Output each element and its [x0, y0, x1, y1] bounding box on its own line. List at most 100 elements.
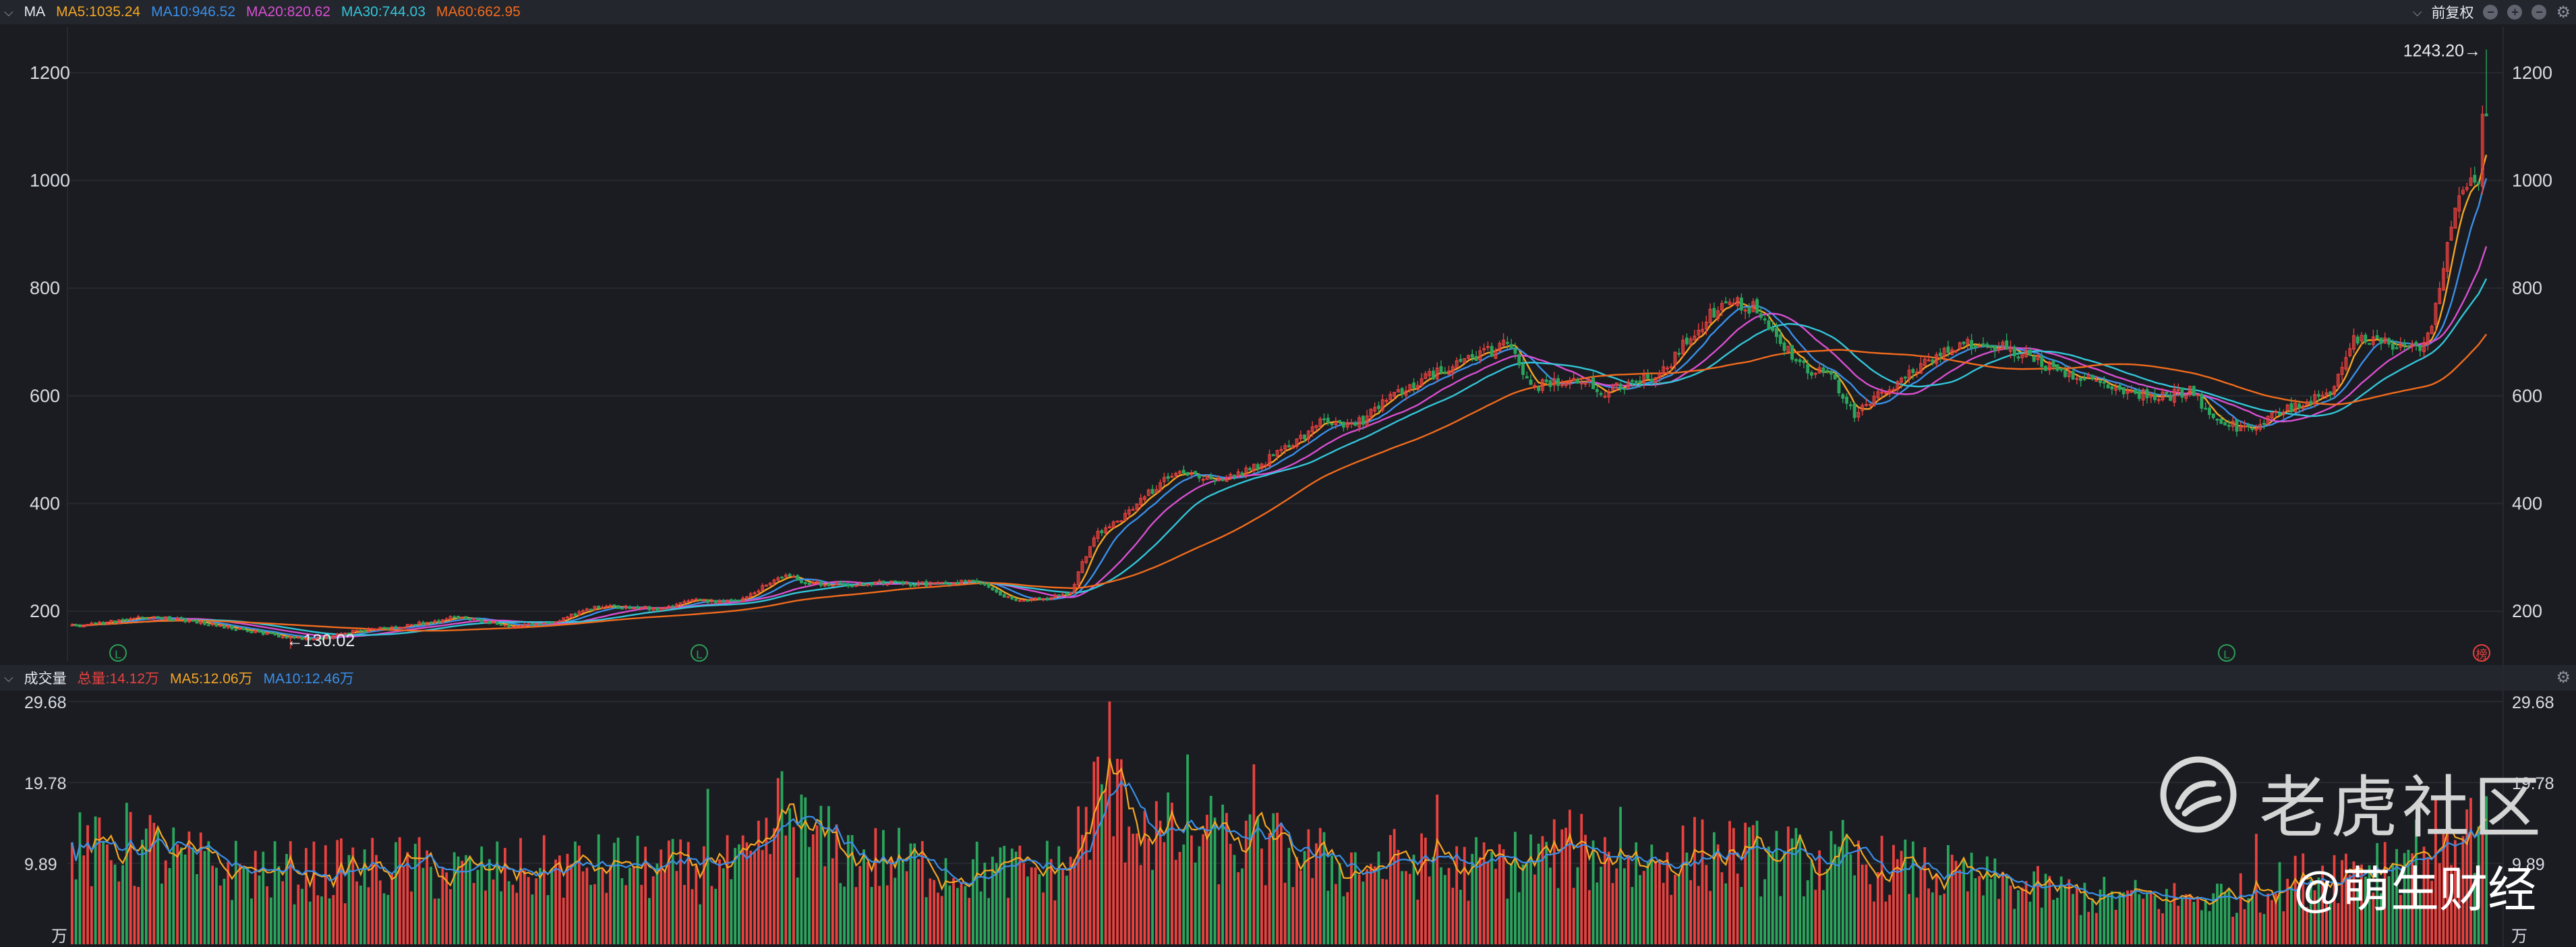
volume-ma-line [71, 758, 2487, 906]
candle-body [2274, 411, 2278, 413]
ma-line-ma20 [71, 246, 2488, 638]
candle-body [1053, 594, 1057, 598]
plus-icon[interactable]: + [2507, 5, 2523, 20]
adjust-chevron-icon[interactable]: ⌵ [2412, 5, 2422, 19]
chevron-down-icon[interactable]: ⌵ [4, 5, 13, 19]
adjust-select[interactable]: 前复权 [2431, 5, 2474, 21]
indicator-label[interactable]: MA [24, 4, 46, 20]
volume-bar [765, 817, 768, 944]
candle-body [792, 575, 796, 578]
candle-body [2063, 370, 2067, 377]
volume-bar [581, 871, 585, 944]
candle-body [881, 580, 885, 584]
volume-bar [956, 888, 959, 944]
candle-body [2032, 355, 2036, 362]
candle-body [983, 583, 987, 585]
candle-body [546, 622, 550, 625]
volume-bar [480, 846, 484, 944]
volume-bar [2099, 889, 2102, 944]
y-tick-right: 1200 [2512, 63, 2552, 83]
volume-bar [1763, 879, 1767, 944]
candle-body [1287, 444, 1291, 448]
volume-bar [1978, 876, 1981, 944]
volume-bar [355, 881, 359, 944]
volume-bar [2153, 895, 2157, 944]
volume-bar [1428, 876, 1431, 944]
candle-body [464, 616, 468, 619]
candle-body [870, 583, 874, 585]
candle-body [1365, 415, 1369, 426]
gear-icon[interactable]: ⚙ [2556, 3, 2571, 22]
volume-bar [612, 842, 616, 944]
candle-body [1634, 380, 1638, 383]
candle-body [1989, 345, 1993, 348]
volume-bar [624, 885, 628, 944]
volume-bar [2126, 890, 2129, 944]
volume-bar [1322, 832, 1326, 944]
candle-body [823, 584, 827, 587]
candle-body [2192, 386, 2196, 397]
candle-body [1880, 391, 1884, 394]
ma-line-ma60 [71, 333, 2488, 632]
volume-chevron-icon[interactable]: ⌵ [4, 670, 13, 685]
candle-body [1724, 301, 1728, 304]
candle-body [312, 638, 316, 641]
volume-bar [183, 854, 187, 944]
candle-body [1856, 411, 1861, 418]
candle-body [2071, 371, 2075, 380]
candle-body [1080, 561, 1084, 573]
volume-bar [1447, 867, 1451, 944]
volume-bar [1163, 842, 1166, 944]
candle-body [2012, 346, 2016, 357]
candle-body [979, 582, 983, 585]
collapse-icon[interactable]: − [2531, 5, 2547, 20]
candle-body [1653, 377, 1658, 383]
volume-bar [141, 840, 144, 944]
candle-body [1900, 377, 1903, 383]
volume-bar [948, 885, 952, 944]
volume-bar [1252, 764, 1256, 944]
candle-body [975, 580, 979, 583]
volume-bar [1533, 874, 1536, 944]
candle-body [210, 623, 214, 625]
volume-bar [1353, 852, 1357, 944]
volume-bar [1132, 834, 1135, 944]
candle-body [628, 606, 632, 609]
volume-bar [1919, 869, 1923, 944]
candle-body [86, 624, 90, 626]
volume-bar [503, 848, 506, 944]
volume-bar [1471, 853, 1474, 944]
volume-bar [1186, 754, 1189, 944]
candle-body [1697, 330, 1701, 336]
volume-bar [2020, 887, 2024, 944]
volume-bar [1736, 873, 1739, 944]
minus-icon[interactable]: − [2483, 5, 2498, 20]
low-price-label: ←130.02 [287, 631, 355, 650]
candle-body [674, 604, 678, 608]
volume-bar [371, 838, 374, 944]
candle-body [916, 581, 920, 586]
volume-bar [2017, 890, 2020, 944]
volume-bar [1666, 852, 1669, 944]
volume-bar [507, 881, 510, 944]
candle-body [1798, 359, 1802, 362]
candle-body [218, 625, 223, 627]
candle-body [862, 583, 866, 585]
candle-body [686, 600, 691, 603]
candle-body [515, 625, 519, 628]
candle-body [121, 619, 125, 621]
volume-unit-right: 万 [2511, 927, 2527, 946]
volume-bar [1366, 869, 1369, 944]
volume-bar [433, 898, 436, 944]
volume-gear-icon[interactable]: ⚙ [2556, 668, 2571, 687]
volume-bar [281, 881, 285, 944]
candle-body [624, 605, 628, 609]
volume-bar [1467, 900, 1470, 944]
volume-bar [430, 867, 432, 944]
candle-body [2250, 428, 2254, 430]
volume-bar [312, 841, 316, 944]
candle-body [2406, 345, 2410, 347]
volume-ma10-legend: MA10:12.46万 [263, 671, 354, 687]
volume-bar [804, 797, 807, 944]
candle-body [1459, 359, 1463, 362]
